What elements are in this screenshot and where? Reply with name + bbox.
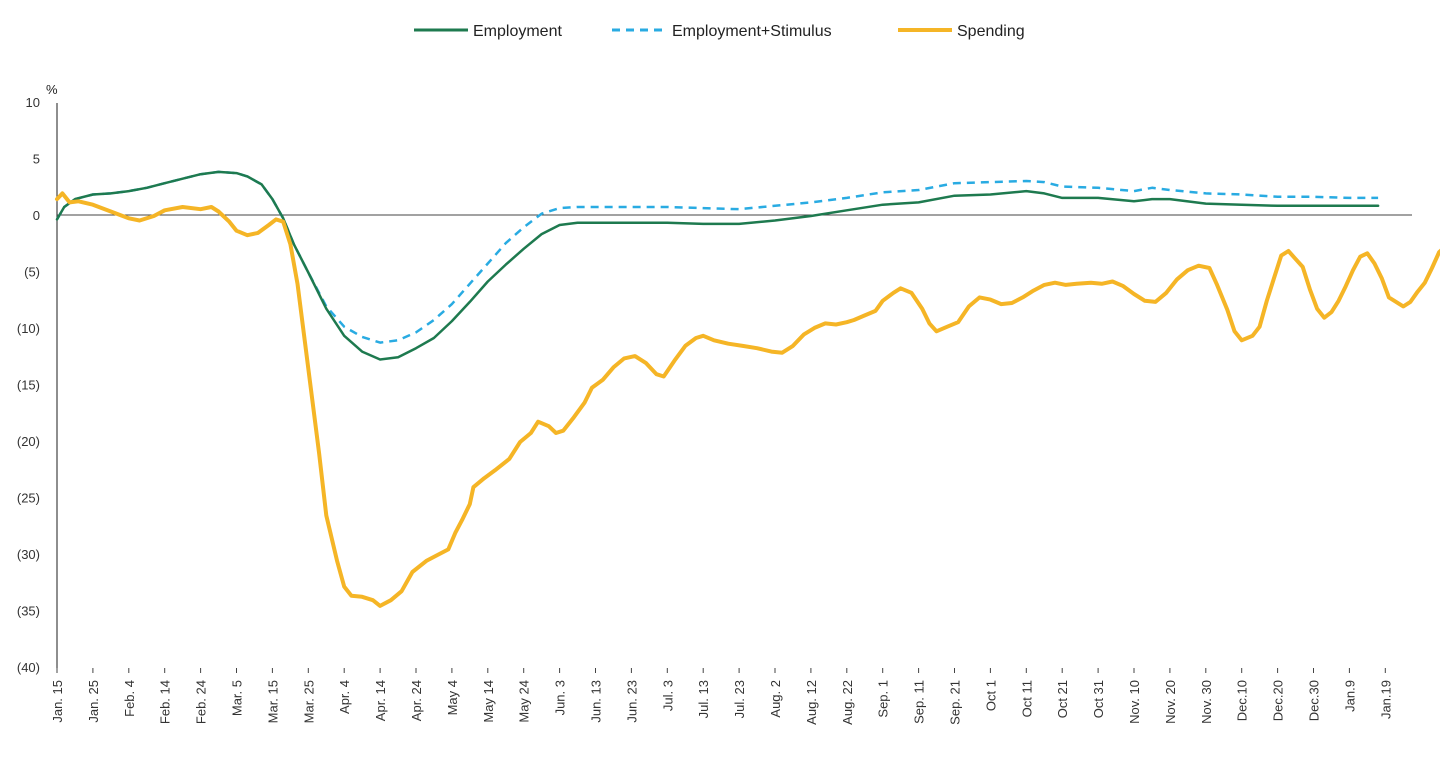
x-tick-label: Nov. 30: [1199, 680, 1214, 724]
x-tick-label: Oct 1: [983, 680, 998, 711]
x-tick-label: Aug. 12: [804, 680, 819, 725]
x-tick-label: Oct 11: [1019, 680, 1034, 717]
x-tick-label: Oct 21: [1055, 680, 1070, 718]
x-tick-label: Apr. 14: [373, 680, 388, 721]
y-tick-label: 5: [33, 152, 40, 167]
series-group: [55, 170, 1440, 608]
y-axis: 10 5 0 (5) (10) (15) (20) (25) (30) (35) (40): [17, 95, 40, 675]
x-tick-label: Aug. 2: [768, 680, 783, 718]
x-tick-label: Jun. 13: [589, 680, 604, 723]
x-tick-label: Nov. 20: [1163, 680, 1178, 724]
y-tick-label: 0: [33, 208, 40, 223]
x-tick-label: Mar. 5: [230, 680, 245, 716]
x-tick-label: Jul. 3: [660, 680, 675, 711]
x-tick-label: Feb. 14: [158, 680, 173, 724]
y-tick-label: (5): [24, 265, 40, 280]
x-tick-label: Apr. 4: [337, 680, 352, 714]
y-tick-label: (35): [17, 604, 40, 619]
x-tick-label: Sep. 11: [912, 680, 927, 724]
legend-label-spending: Spending: [957, 23, 1025, 40]
x-tick-label: Dec.10: [1235, 680, 1250, 721]
x-tick-label: Feb. 4: [122, 680, 137, 717]
y-tick-label: (25): [17, 491, 40, 506]
legend-label-employment: Employment: [473, 23, 562, 40]
x-tick-label: Sep. 1: [876, 680, 891, 718]
x-tick-label: Jul. 23: [732, 680, 747, 718]
y-tick-label: (15): [17, 378, 40, 393]
x-tick-label: Dec.30: [1307, 680, 1322, 721]
x-tick-label: Mar. 25: [301, 680, 316, 723]
legend: Employment Employment+Stimulus Spending: [414, 23, 1025, 40]
x-tick-label: Jun. 23: [624, 680, 639, 723]
x-axis: Jan. 15 Jan. 25 Feb. 4 Feb. 14 Feb. 24 Mar. 5…: [50, 668, 1393, 725]
x-tick-label: Oct 31: [1091, 680, 1106, 718]
x-tick-label: May 4: [445, 680, 460, 715]
x-tick-label: Jan. 25: [86, 680, 101, 723]
x-tick-label: Aug. 22: [840, 680, 855, 725]
y-tick-label: (30): [17, 547, 40, 562]
y-unit-label: %: [46, 82, 58, 97]
series-line-employment: [55, 170, 1380, 361]
y-tick-label: 10: [26, 95, 40, 110]
series-line-employment-stimulus: [55, 170, 1379, 344]
y-tick-label: (40): [17, 660, 40, 675]
x-tick-label: Feb. 24: [194, 680, 209, 724]
x-tick-label: Dec.20: [1271, 680, 1286, 721]
x-tick-label: Apr. 24: [409, 680, 424, 721]
x-tick-label: Jun. 3: [553, 680, 568, 715]
x-tick-label: Sep. 21: [948, 680, 963, 725]
x-tick-label: Jul. 13: [696, 680, 711, 718]
series-line-spending: [55, 191, 1440, 608]
legend-label-employment-stimulus: Employment+Stimulus: [672, 23, 832, 40]
x-tick-label: Mar. 15: [265, 680, 280, 723]
x-tick-label: Jan.9: [1342, 680, 1357, 712]
y-tick-label: (20): [17, 434, 40, 449]
y-tick-label: (10): [17, 321, 40, 336]
x-tick-label: Nov. 10: [1127, 680, 1142, 724]
x-tick-label: May 24: [517, 680, 532, 723]
x-tick-label: Jan.19: [1378, 680, 1393, 719]
x-tick-label: Jan. 15: [50, 680, 65, 723]
x-tick-label: May 14: [481, 680, 496, 723]
